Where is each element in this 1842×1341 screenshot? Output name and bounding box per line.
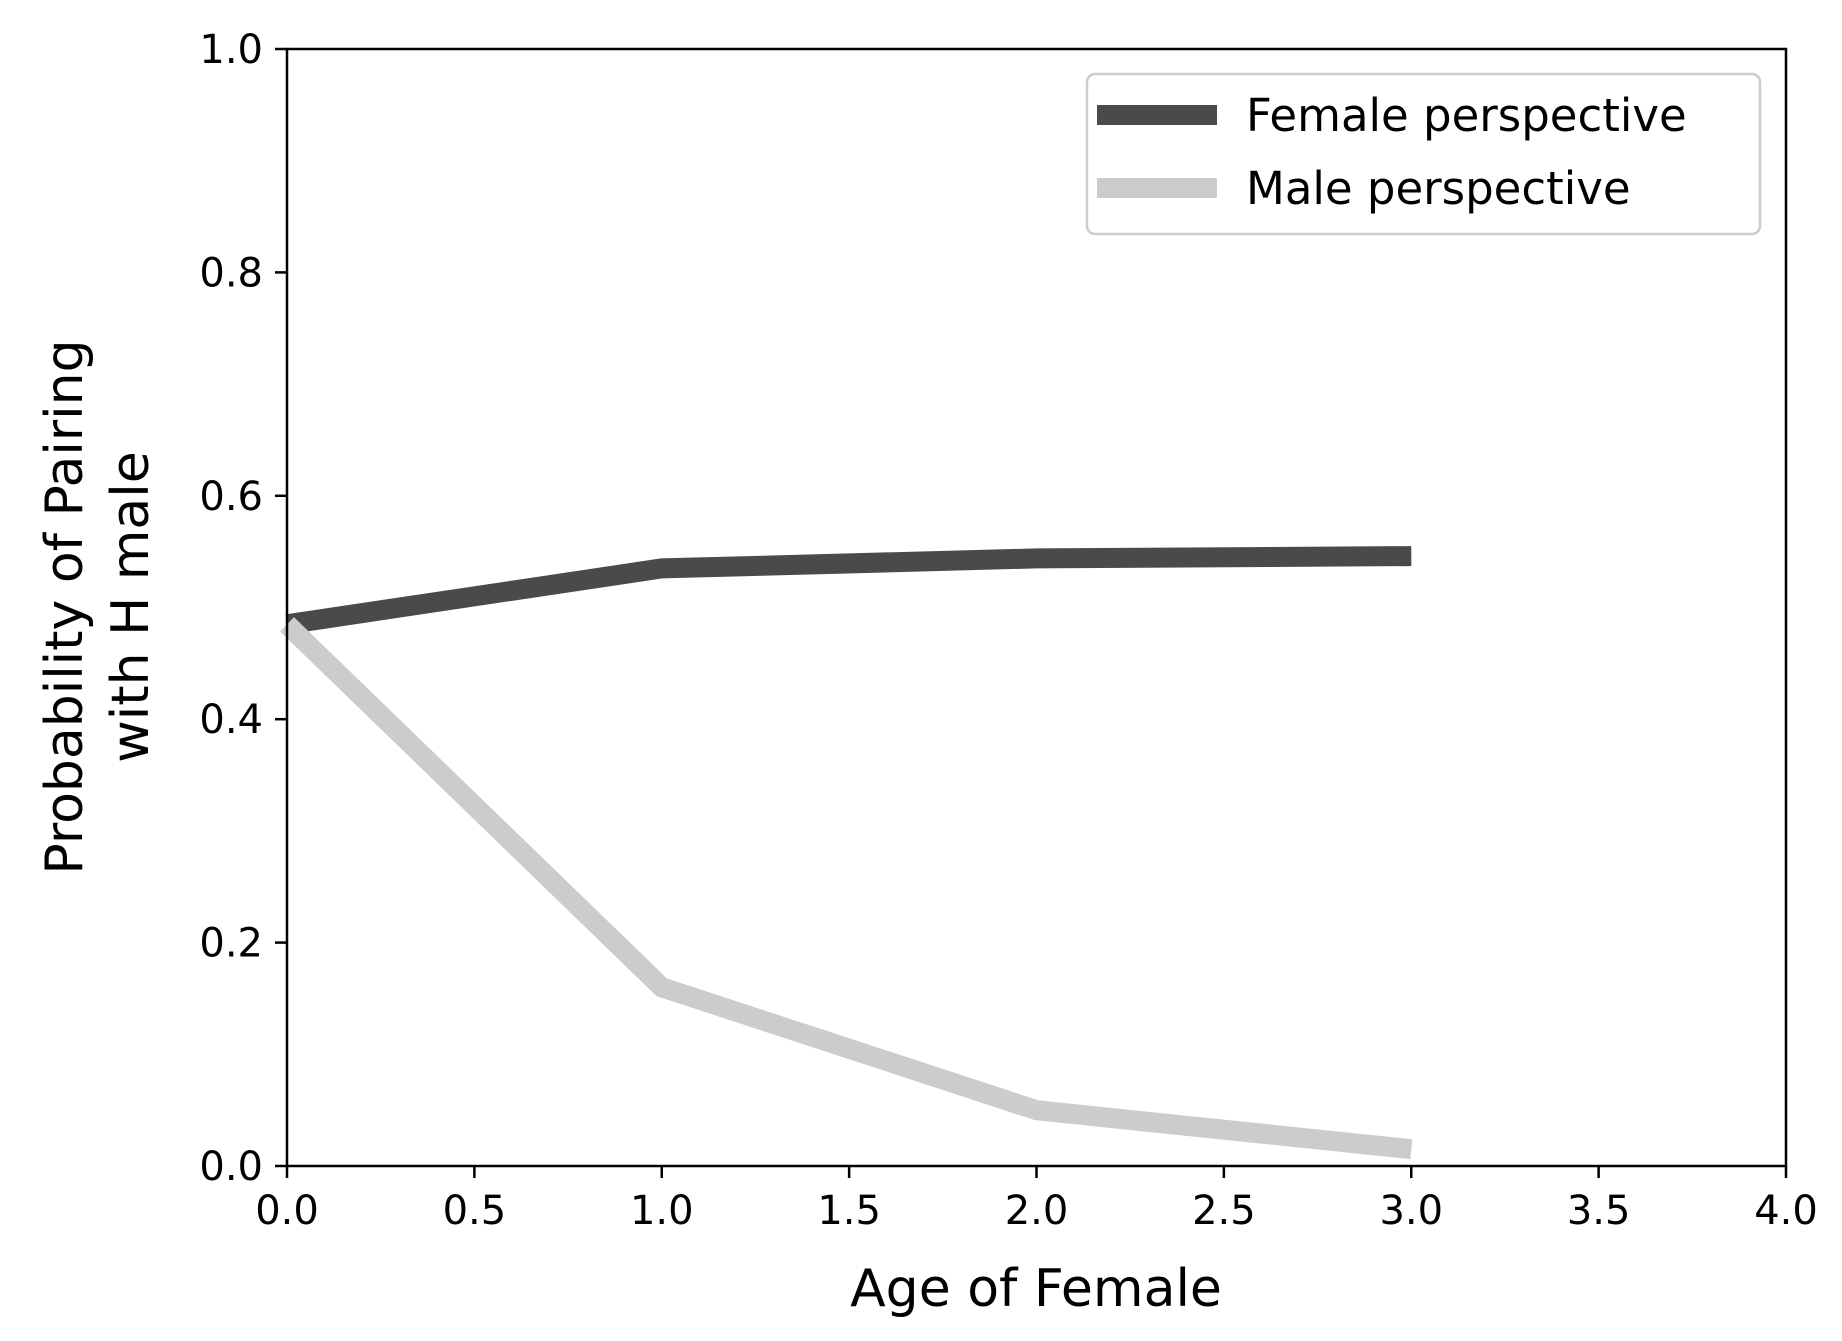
legend: Female perspective Male perspective [1087, 74, 1760, 234]
y-axis-label: Probability of Pairing with H male [35, 339, 161, 874]
legend-label-male-perspective: Male perspective [1246, 162, 1631, 215]
x-tick-label: 1.5 [817, 1188, 881, 1234]
series-line-male-perspective [287, 624, 1411, 1149]
series-line-female-perspective [287, 556, 1411, 624]
y-tick-label: 0.8 [199, 250, 263, 296]
x-tick-label: 3.5 [1567, 1188, 1631, 1234]
series-layer [287, 556, 1411, 1149]
y-tick-label: 0.2 [199, 921, 263, 967]
x-axis-label: Age of Female [850, 1259, 1222, 1319]
y-tick-label: 0.0 [199, 1144, 263, 1190]
x-tick-label: 4.0 [1754, 1188, 1818, 1234]
x-tick-label: 3.0 [1379, 1188, 1443, 1234]
x-axis: 0.0 0.5 1.0 1.5 2.0 2.5 3.0 3.5 4.0 [255, 1166, 1818, 1234]
legend-label-female-perspective: Female perspective [1246, 89, 1687, 142]
y-tick-label: 0.4 [199, 697, 263, 743]
x-tick-label: 2.5 [1192, 1188, 1256, 1234]
x-tick-label: 1.0 [630, 1188, 694, 1234]
y-axis-label-line-2: with H male [101, 451, 161, 762]
y-axis-label-line-1: Probability of Pairing [35, 339, 95, 874]
x-tick-label: 0.5 [443, 1188, 507, 1234]
y-tick-label: 1.0 [199, 27, 263, 73]
x-tick-label: 0.0 [255, 1188, 319, 1234]
y-tick-label: 0.6 [199, 474, 263, 520]
y-axis: 0.0 0.2 0.4 0.6 0.8 1.0 [199, 27, 287, 1190]
x-tick-label: 2.0 [1005, 1188, 1069, 1234]
